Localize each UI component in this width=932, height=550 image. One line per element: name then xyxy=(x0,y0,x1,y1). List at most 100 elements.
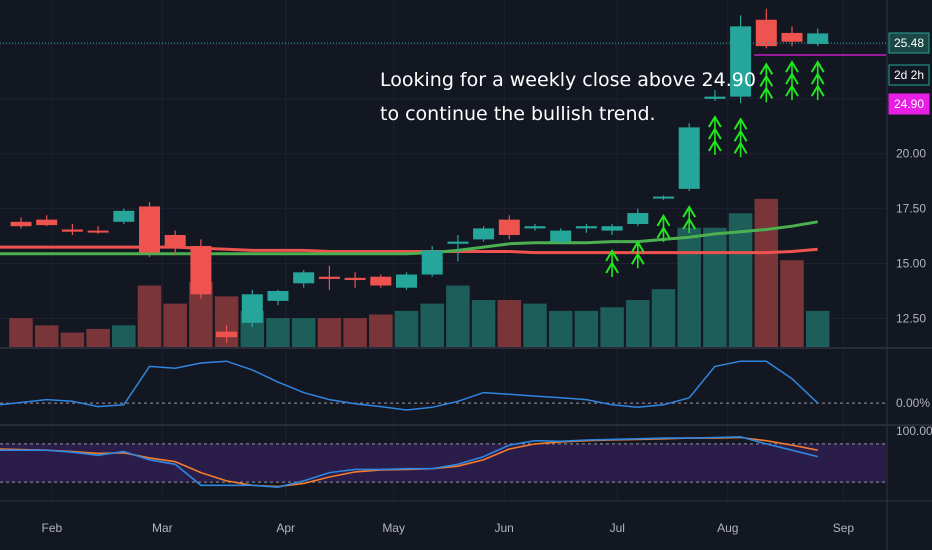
signal-arrow xyxy=(708,115,722,128)
month-tick-label: Jul xyxy=(610,521,625,535)
volume-bar xyxy=(34,325,59,347)
volume-bar xyxy=(446,285,470,347)
candle-body xyxy=(396,274,417,288)
volume-layer xyxy=(9,198,830,347)
volume-bar xyxy=(471,300,496,347)
price-tag-box xyxy=(888,32,930,54)
month-tick-label: Aug xyxy=(717,521,738,535)
volume-bar xyxy=(574,310,599,347)
candle-body xyxy=(113,210,135,222)
moving-average-green-line xyxy=(0,220,818,256)
annotation-line-2: to continue the bullish trend. xyxy=(380,103,656,125)
candle-body xyxy=(267,290,289,301)
volume-bar xyxy=(369,314,393,347)
candle-body xyxy=(190,245,212,295)
volume-bar xyxy=(805,310,830,347)
candle-body xyxy=(550,230,572,242)
price-tag-label: 25.48 xyxy=(894,36,924,50)
candle-body xyxy=(61,229,83,232)
month-tick-label: Sep xyxy=(833,521,855,535)
stoch-rsi-band xyxy=(0,443,886,483)
volume-bar xyxy=(728,213,753,347)
candle-body xyxy=(498,219,520,235)
candle-body xyxy=(216,331,238,338)
volume-bar xyxy=(317,318,342,347)
oscillator-pane xyxy=(0,360,886,411)
volume-bar xyxy=(137,285,162,347)
price-tag-label: 2d 2h xyxy=(894,68,924,82)
volume-bar xyxy=(626,300,650,347)
oscillator-line xyxy=(0,360,819,411)
volume-bar xyxy=(754,198,779,347)
candle-body xyxy=(575,226,597,229)
month-tick-label: Feb xyxy=(41,521,62,535)
month-tick-label: May xyxy=(382,521,405,535)
signal-arrow xyxy=(656,213,671,227)
annotation: Looking for a weekly close above 24.90 t… xyxy=(380,69,756,125)
candle-body xyxy=(318,276,340,279)
volume-bar xyxy=(112,325,136,347)
candle-body xyxy=(601,226,623,231)
candle-body xyxy=(36,219,58,226)
signal-arrows xyxy=(605,60,825,277)
candle-body xyxy=(10,221,32,227)
candle-body xyxy=(704,96,726,99)
month-tick-label: Jun xyxy=(494,521,513,535)
annotation-line-1: Looking for a weekly close above 24.90 xyxy=(380,69,756,91)
volume-bar xyxy=(394,310,419,347)
volume-bar xyxy=(703,227,727,347)
month-tick-label: Mar xyxy=(152,521,173,535)
candles xyxy=(10,8,829,343)
candle-body xyxy=(730,26,752,97)
volume-bar xyxy=(86,328,110,347)
oscillator-zero-label: 0.00% xyxy=(896,396,930,410)
price-tick-label: 15.00 xyxy=(896,257,926,271)
price-tick-label: 12.50 xyxy=(896,311,926,325)
volume-bar xyxy=(523,303,547,347)
candle-body xyxy=(807,33,829,44)
volume-bar xyxy=(163,303,187,347)
candle-body xyxy=(241,294,263,323)
candle-body xyxy=(139,206,160,253)
price-tick-label: 17.50 xyxy=(896,202,926,216)
volume-bar xyxy=(780,260,804,347)
volume-bar xyxy=(497,300,522,347)
candle-body xyxy=(678,127,700,189)
price-tag-label: 24.90 xyxy=(894,97,924,111)
volume-bar xyxy=(189,281,213,347)
candle-body xyxy=(87,230,109,233)
stoch-rsi-top-label: 100.00 xyxy=(896,424,932,438)
candle-body xyxy=(524,226,546,229)
axes: 12.50 15.00 17.50 20.00 25.48 2d 2h 24.90 0.00%… xyxy=(41,32,932,535)
volume-bar xyxy=(343,318,367,347)
volume-bar xyxy=(548,310,573,347)
candle-body xyxy=(344,277,366,281)
price-tag-box xyxy=(888,64,930,86)
stoch-rsi-pane xyxy=(0,435,886,489)
candle-body xyxy=(164,234,186,249)
candle-body xyxy=(293,272,315,284)
price-levels xyxy=(0,42,886,56)
candle-body xyxy=(781,32,803,42)
volume-bar xyxy=(600,307,624,347)
volume-bar xyxy=(651,289,676,347)
candle-body xyxy=(447,241,469,244)
volume-bar xyxy=(677,227,701,347)
price-tag-box xyxy=(888,93,930,115)
candle-body xyxy=(627,213,649,225)
candle-body xyxy=(370,276,392,286)
candle-body xyxy=(421,250,443,275)
volume-bar xyxy=(9,318,33,347)
candle-body xyxy=(473,228,495,240)
volume-bar xyxy=(266,318,290,347)
price-tick-label: 20.00 xyxy=(896,147,926,161)
candle-body xyxy=(755,19,777,47)
month-tick-label: Apr xyxy=(276,521,295,535)
volume-bar xyxy=(291,318,316,347)
volume-bar xyxy=(60,332,85,347)
candle-body xyxy=(653,196,674,199)
volume-bar xyxy=(420,303,444,347)
